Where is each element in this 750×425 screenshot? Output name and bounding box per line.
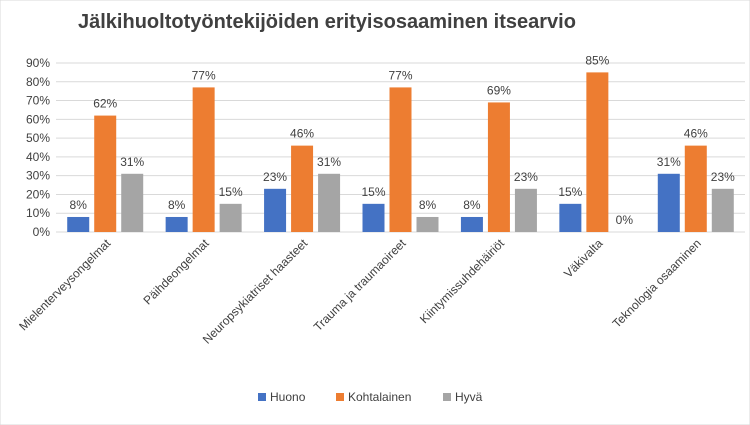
data-label: 46% (290, 127, 314, 141)
y-tick-label: 60% (26, 112, 50, 126)
data-label: 23% (711, 170, 735, 184)
legend-swatch (443, 393, 451, 401)
data-label: 77% (192, 68, 216, 82)
data-label: 15% (219, 185, 243, 199)
y-tick-label: 40% (26, 150, 50, 164)
data-label: 8% (419, 198, 437, 212)
chart-title: Jälkihuoltotyöntekijöiden erityisosaamin… (78, 11, 576, 33)
bar-kohtalainen (94, 115, 117, 232)
bars (67, 72, 734, 233)
data-label: 23% (514, 170, 538, 184)
data-label: 8% (463, 198, 481, 212)
bar-kohtalainen (487, 102, 510, 232)
bar-kohtalainen (586, 72, 609, 232)
data-label: 46% (684, 127, 708, 141)
data-label: 31% (120, 155, 144, 169)
data-label: 23% (263, 170, 287, 184)
bar-huono (165, 216, 188, 232)
y-tick-label: 50% (26, 131, 50, 145)
legend: Huono Kohtalainen Hyvä (258, 390, 483, 404)
y-tick-label: 20% (26, 187, 50, 201)
data-label: 8% (168, 198, 186, 212)
y-tick-label: 0% (33, 225, 51, 239)
legend-label: Huono (270, 390, 306, 404)
bar-kohtalainen (291, 145, 314, 232)
bar-huono (657, 173, 680, 232)
data-label: 0% (616, 213, 634, 227)
data-label: 62% (93, 97, 117, 111)
legend-label: Kohtalainen (348, 390, 411, 404)
bar-kohtalainen (684, 145, 707, 232)
bar-huono (559, 203, 582, 232)
legend-swatch (258, 393, 266, 401)
data-label: 31% (657, 155, 681, 169)
bar-hyvä (219, 203, 242, 232)
data-label: 31% (317, 155, 341, 169)
bar-hyvä (318, 173, 341, 232)
bar-hyvä (711, 188, 734, 232)
bar-hyvä (514, 188, 537, 232)
bar-huono (362, 203, 385, 232)
legend-swatch (336, 393, 344, 401)
bar-huono (264, 188, 287, 232)
y-axis-ticks: 0% 10% 20% 30% 40% 50% 60% 70% 80% 90% (26, 56, 50, 239)
legend-label: Hyvä (455, 390, 483, 404)
y-tick-label: 30% (26, 169, 50, 183)
y-tick-label: 10% (26, 206, 50, 220)
bar-hyvä (416, 216, 439, 232)
data-label: 85% (585, 53, 609, 67)
bar-hyvä (121, 173, 144, 232)
bar-huono (67, 216, 90, 232)
data-labels: 8%62%31%8%77%15%23%46%31%15%77%8% 8%69%23… (70, 53, 736, 227)
data-label: 8% (70, 198, 88, 212)
y-tick-label: 80% (26, 75, 50, 89)
data-label: 77% (388, 68, 412, 82)
bar-kohtalainen (389, 87, 412, 233)
data-label: 69% (487, 83, 511, 97)
bar-huono (460, 216, 483, 232)
y-tick-label: 90% (26, 56, 50, 70)
bar-kohtalainen (192, 87, 215, 233)
y-tick-label: 70% (26, 94, 50, 108)
data-label: 15% (361, 185, 385, 199)
data-label: 15% (558, 185, 582, 199)
